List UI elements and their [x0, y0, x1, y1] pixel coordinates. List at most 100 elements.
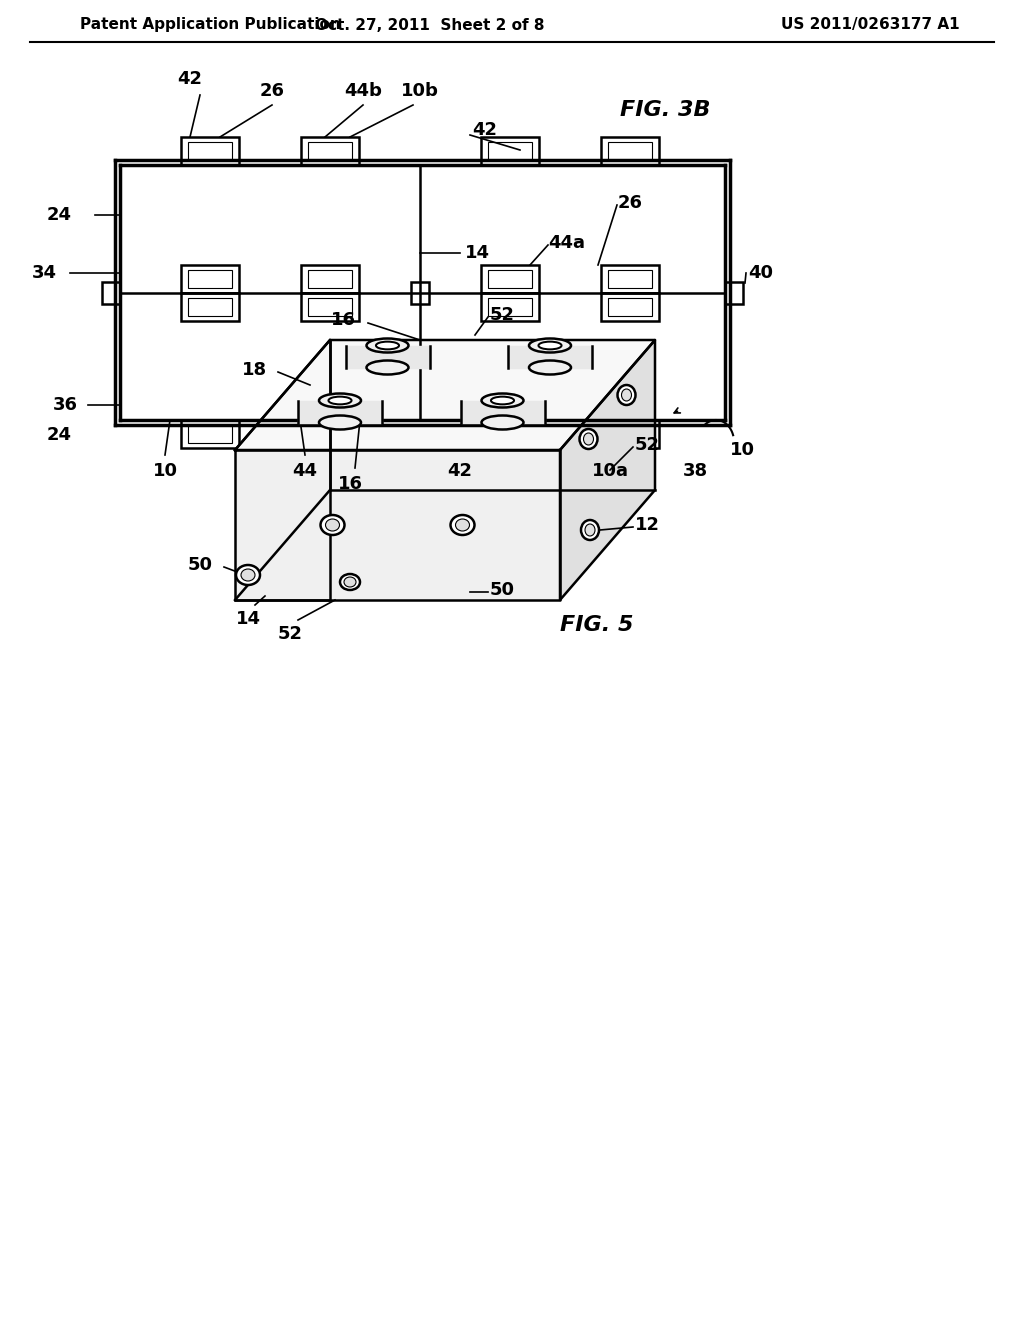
Ellipse shape — [585, 524, 595, 536]
Text: 34: 34 — [32, 264, 57, 282]
Ellipse shape — [529, 360, 571, 375]
Bar — [488, 425, 532, 444]
Bar — [301, 265, 359, 293]
Bar — [481, 137, 539, 165]
Ellipse shape — [481, 393, 523, 408]
Ellipse shape — [580, 429, 597, 449]
Bar — [488, 143, 532, 160]
Bar — [488, 298, 532, 315]
Text: 10: 10 — [153, 462, 177, 480]
Polygon shape — [298, 400, 382, 422]
Polygon shape — [560, 341, 655, 601]
Ellipse shape — [367, 360, 409, 375]
Bar — [608, 425, 652, 444]
Ellipse shape — [529, 338, 571, 352]
Text: 26: 26 — [618, 194, 643, 213]
Bar — [608, 298, 652, 315]
Bar — [411, 282, 429, 304]
Ellipse shape — [584, 433, 594, 445]
Bar — [301, 137, 359, 165]
Text: 50: 50 — [188, 556, 213, 574]
Text: 10a: 10a — [592, 462, 629, 480]
Text: Oct. 27, 2011  Sheet 2 of 8: Oct. 27, 2011 Sheet 2 of 8 — [315, 17, 545, 33]
Text: FIG. 5: FIG. 5 — [560, 615, 634, 635]
Text: 10b: 10b — [401, 82, 439, 100]
Ellipse shape — [319, 416, 361, 429]
Bar — [601, 265, 659, 293]
Ellipse shape — [481, 416, 523, 429]
Text: 38: 38 — [682, 462, 708, 480]
Bar — [601, 293, 659, 321]
Text: 16: 16 — [338, 475, 362, 492]
Ellipse shape — [617, 385, 636, 405]
Text: 10: 10 — [730, 441, 755, 459]
Bar — [608, 143, 652, 160]
Ellipse shape — [376, 342, 399, 350]
Ellipse shape — [456, 519, 469, 531]
Text: 36: 36 — [53, 396, 78, 414]
Text: Patent Application Publication: Patent Application Publication — [80, 17, 341, 33]
Text: 52: 52 — [490, 306, 515, 323]
Text: 44a: 44a — [548, 234, 585, 252]
Bar — [601, 420, 659, 447]
Bar — [608, 271, 652, 288]
Ellipse shape — [367, 338, 409, 352]
Text: 18: 18 — [242, 360, 267, 379]
Text: 42: 42 — [472, 121, 497, 139]
Text: 42: 42 — [447, 462, 472, 480]
Bar — [188, 425, 232, 444]
Text: FIG. 3B: FIG. 3B — [620, 100, 711, 120]
Bar — [188, 143, 232, 160]
Bar — [188, 271, 232, 288]
Bar — [301, 293, 359, 321]
Text: 44b: 44b — [344, 82, 382, 100]
Ellipse shape — [319, 393, 361, 408]
Ellipse shape — [241, 569, 255, 581]
Text: 14: 14 — [465, 244, 490, 261]
Text: 26: 26 — [259, 82, 285, 100]
Text: 52: 52 — [635, 436, 660, 454]
Bar — [181, 293, 239, 321]
Text: 14: 14 — [236, 610, 260, 628]
Text: 16: 16 — [331, 312, 356, 329]
Ellipse shape — [326, 519, 340, 531]
Ellipse shape — [539, 342, 561, 350]
Ellipse shape — [236, 565, 260, 585]
Bar — [481, 293, 539, 321]
Ellipse shape — [344, 577, 356, 587]
Ellipse shape — [622, 389, 632, 401]
Text: US 2011/0263177 A1: US 2011/0263177 A1 — [780, 17, 959, 33]
Bar — [188, 298, 232, 315]
Bar — [181, 420, 239, 447]
Ellipse shape — [490, 396, 514, 404]
Bar — [725, 282, 743, 304]
Ellipse shape — [321, 515, 344, 535]
Ellipse shape — [581, 520, 599, 540]
Text: 44: 44 — [293, 462, 317, 480]
Text: 42: 42 — [177, 70, 203, 88]
Bar — [481, 420, 539, 447]
Bar — [308, 271, 352, 288]
Text: 40: 40 — [748, 264, 773, 282]
Polygon shape — [508, 346, 592, 367]
Bar — [102, 282, 120, 304]
Bar — [488, 271, 532, 288]
Text: 50: 50 — [490, 581, 515, 599]
Bar — [308, 425, 352, 444]
Ellipse shape — [451, 515, 474, 535]
Text: 24: 24 — [47, 206, 72, 224]
Bar — [601, 137, 659, 165]
Bar — [308, 143, 352, 160]
Text: 24: 24 — [47, 426, 72, 444]
Bar — [481, 265, 539, 293]
Text: 52: 52 — [278, 624, 302, 643]
Ellipse shape — [340, 574, 360, 590]
Polygon shape — [234, 450, 560, 601]
Text: 12: 12 — [635, 516, 660, 535]
Ellipse shape — [329, 396, 351, 404]
Polygon shape — [234, 341, 655, 450]
Bar — [181, 265, 239, 293]
Bar — [181, 137, 239, 165]
Polygon shape — [461, 400, 545, 422]
Bar — [301, 420, 359, 447]
